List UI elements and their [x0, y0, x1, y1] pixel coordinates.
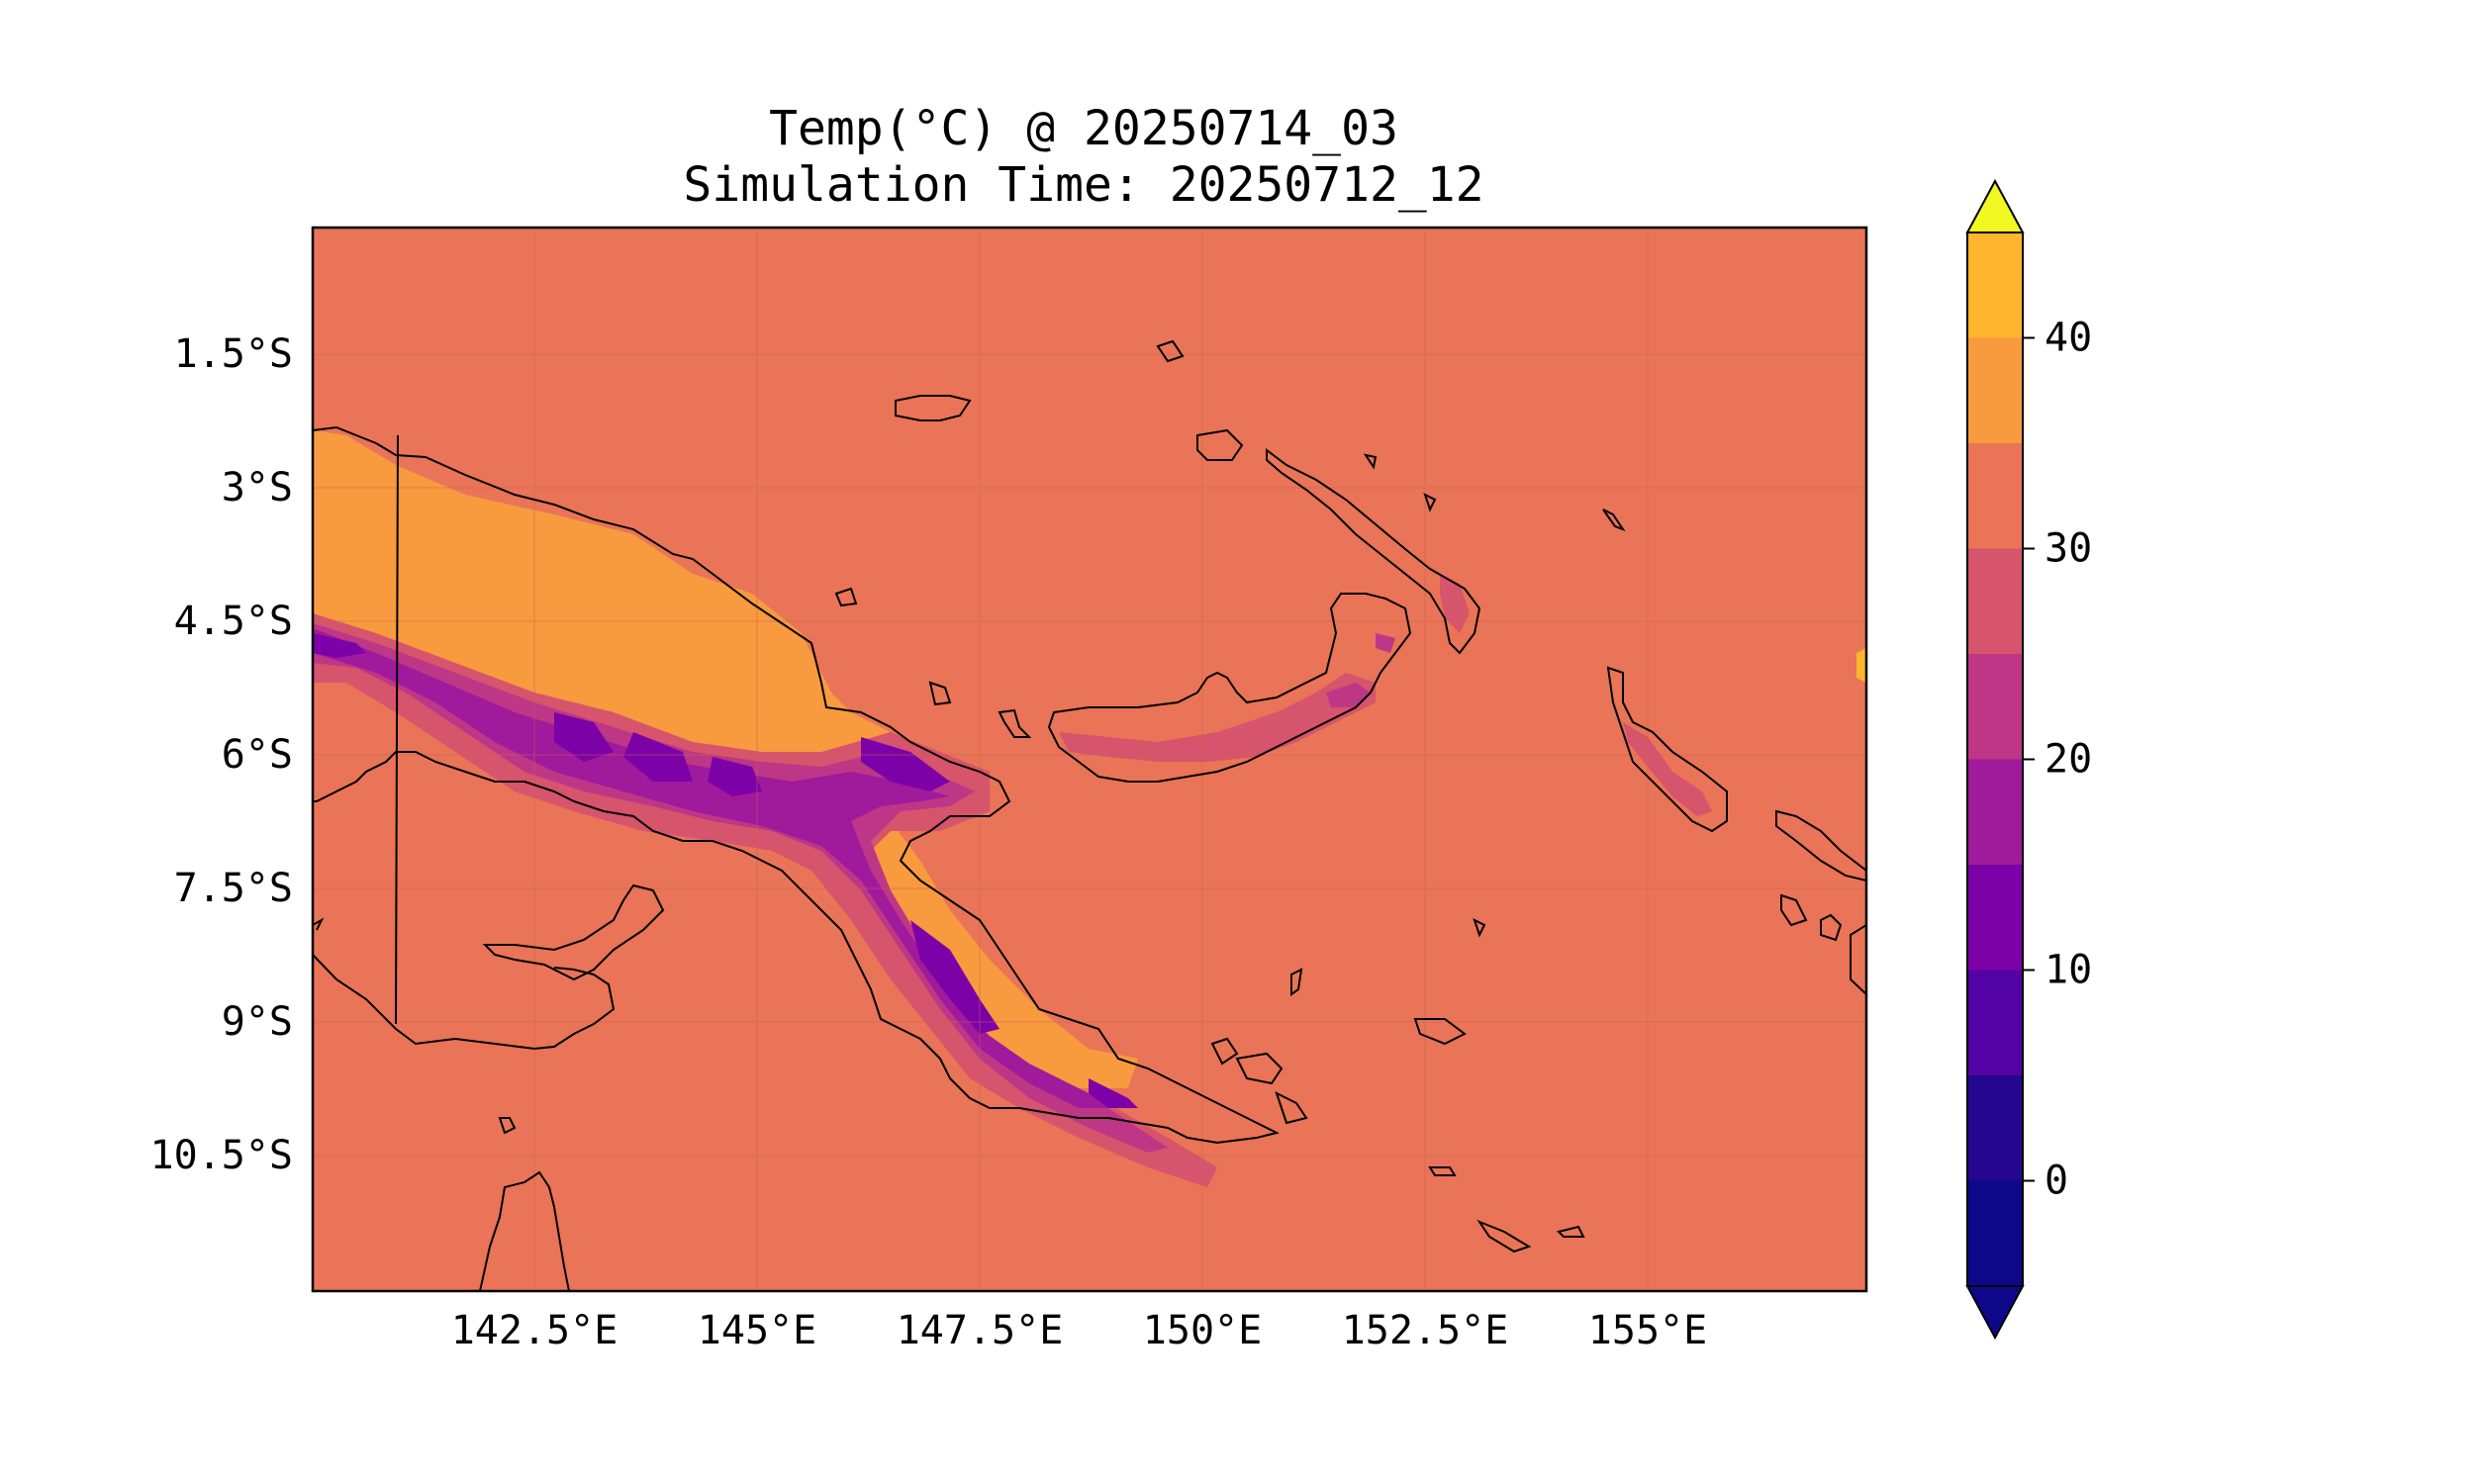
map-gridlines	[313, 228, 1866, 1291]
colorbar-tick-label: 40	[2045, 316, 2092, 361]
colorbar-segment	[1967, 548, 2023, 654]
contour-30-35	[313, 430, 920, 801]
y-axis-ticks: 1.5°S 3°S 4.5°S 6°S 7.5°S 9°S 10.5°S	[150, 331, 294, 1178]
colorbar-tick-label: 0	[2045, 1159, 2068, 1204]
x-axis-ticks: 142.5°E 145°E 147.5°E 150°E 152.5°E 155°E	[451, 1308, 1708, 1353]
colorbar-segment	[1967, 337, 2023, 443]
contour-15-20	[1326, 633, 1395, 707]
coastlines	[313, 339, 1866, 1291]
colorbar-segment	[1967, 759, 2023, 865]
contour-20-25	[1440, 574, 1470, 633]
contour-10-15	[313, 628, 1118, 1108]
colorbar-segment	[1967, 865, 2023, 971]
colorbar-segment	[1967, 970, 2023, 1075]
colorbar-tick-label: 20	[2045, 737, 2092, 783]
map-title-line1: Temp(°C) @ 20250714_03	[769, 101, 1398, 156]
colorbar-extend-low	[1965, 1285, 2025, 1341]
x-tick-label: 142.5°E	[451, 1308, 618, 1353]
colorbar-tick-label: 30	[2045, 526, 2092, 572]
colorbar-segment	[1967, 654, 2023, 760]
x-tick-label: 155°E	[1588, 1308, 1707, 1353]
x-tick-label: 145°E	[698, 1308, 816, 1353]
y-tick-label: 9°S	[222, 999, 293, 1045]
contour-35-40	[1856, 648, 1866, 683]
x-tick-label: 152.5°E	[1342, 1308, 1509, 1353]
colorbar-segment	[1967, 1180, 2023, 1286]
contour-20-25	[1059, 673, 1376, 762]
colorbar-extend-high	[1965, 178, 2025, 233]
map-panel	[313, 228, 1866, 1291]
y-tick-label: 4.5°S	[174, 599, 293, 644]
y-tick-label: 6°S	[222, 732, 293, 778]
y-tick-label: 1.5°S	[174, 331, 293, 377]
contour-20-25	[1623, 722, 1712, 816]
colorbar-segment	[1967, 1075, 2023, 1181]
y-tick-label: 10.5°S	[150, 1133, 294, 1178]
colorbar-segment	[1967, 443, 2023, 549]
y-tick-label: 7.5°S	[174, 866, 293, 911]
colorbar: 0 10 20 30 40	[1965, 178, 2092, 1341]
x-tick-label: 147.5°E	[897, 1308, 1064, 1353]
colorbar-segment	[1967, 232, 2023, 338]
x-tick-label: 150°E	[1143, 1308, 1262, 1353]
y-tick-label: 3°S	[222, 465, 293, 510]
map-title-line2: Simulation Time: 20250712_12	[683, 157, 1484, 213]
colorbar-tick-label: 10	[2045, 948, 2092, 993]
map-frame	[311, 226, 1868, 1293]
